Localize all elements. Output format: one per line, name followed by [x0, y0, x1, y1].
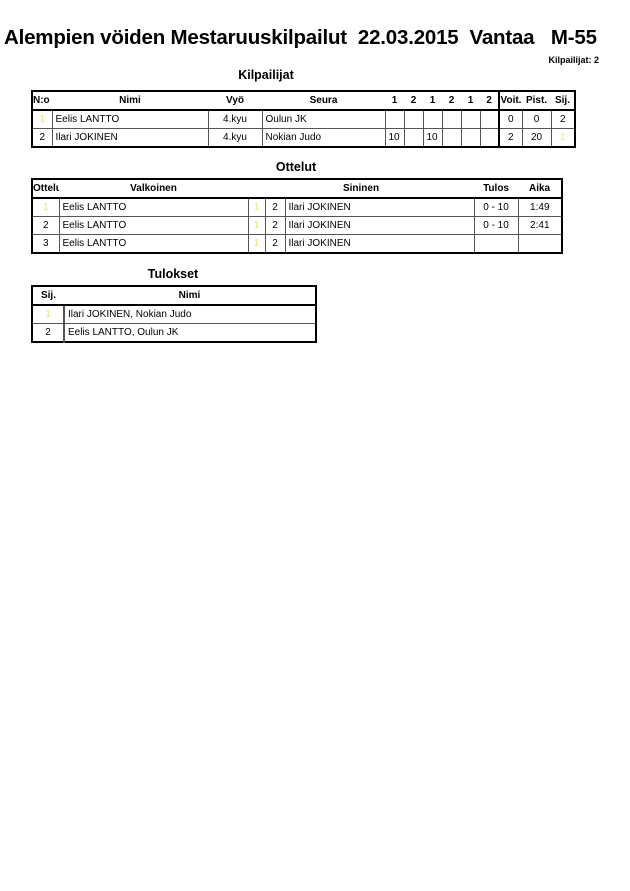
score — [441, 109, 462, 129]
rank: 1 — [550, 128, 576, 148]
competitor-name: Eelis LANTTO — [51, 109, 209, 129]
competitor-no: 1 — [31, 109, 53, 129]
table-header: Sij. Nimi — [32, 286, 316, 306]
match-no: 2 — [31, 216, 60, 235]
score — [422, 109, 443, 129]
score: 10 — [384, 128, 405, 148]
competitor-no: 2 — [31, 128, 53, 148]
col-name: Nimi — [64, 286, 316, 306]
score — [479, 109, 500, 129]
blue-no: 2 — [264, 216, 286, 235]
rank: 1 — [31, 304, 65, 324]
col-name: Nimi — [52, 91, 208, 111]
table-row: 2 Ilari JOKINEN 4.kyu Nokian Judo 10 10 … — [31, 128, 576, 148]
result: 0 - 10 — [473, 197, 519, 217]
score — [479, 128, 500, 148]
result: 0 - 10 — [473, 216, 519, 235]
blue-name: Ilari JOKINEN — [284, 234, 475, 254]
competitor-club: Nokian Judo — [261, 128, 386, 148]
match-no: 1 — [31, 197, 60, 217]
col-match: Ottelu — [32, 179, 59, 199]
score — [384, 109, 405, 129]
col-belt: Vyö — [208, 91, 262, 111]
col-result: Tulos — [474, 179, 519, 199]
white-name: Eelis LANTTO — [58, 234, 249, 254]
table-row: 2 Eelis LANTTO, Oulun JK — [31, 323, 317, 343]
competitor-club: Oulun JK — [261, 109, 386, 129]
rank: 2 — [31, 323, 65, 343]
col-blue: Sininen — [248, 179, 475, 199]
score — [403, 109, 424, 129]
col-white: Valkoinen — [59, 179, 248, 199]
blue-name: Ilari JOKINEN — [284, 197, 475, 217]
col-no: N:o — [32, 91, 52, 111]
table-row: 1 Eelis LANTTO 1 2 Ilari JOKINEN 0 - 10 … — [31, 197, 563, 217]
col-round: 2 — [442, 91, 461, 111]
score — [441, 128, 462, 148]
time — [517, 234, 563, 254]
results-heading: Tulokset — [147, 267, 199, 281]
time: 2:41 — [517, 216, 563, 235]
table-row: 1 Ilari JOKINEN, Nokian Judo — [31, 304, 317, 324]
points: 20 — [521, 128, 552, 148]
matches-heading: Ottelut — [275, 160, 317, 174]
match-no: 3 — [31, 234, 60, 254]
matches-table: Ottelu Valkoinen Sininen Tulos Aika 1 Ee… — [31, 178, 564, 254]
table-header: Ottelu Valkoinen Sininen Tulos Aika — [32, 179, 563, 199]
table-header: N:o Nimi Vyö Seura 1 2 1 2 1 2 Voit. Pis… — [32, 91, 575, 111]
white-no: 1 — [247, 234, 266, 254]
competitors-heading: Kilpailijat — [238, 68, 294, 82]
rank: 2 — [550, 109, 576, 129]
col-club: Seura — [262, 91, 385, 111]
score — [460, 128, 481, 148]
score — [403, 128, 424, 148]
competitor-belt: 4.kyu — [207, 109, 263, 129]
col-time: Aika — [518, 179, 563, 199]
blue-no: 2 — [264, 234, 286, 254]
col-round: 1 — [461, 91, 480, 111]
name: Eelis LANTTO, Oulun JK — [63, 323, 317, 343]
time: 1:49 — [517, 197, 563, 217]
blue-name: Ilari JOKINEN — [284, 216, 475, 235]
score: 10 — [422, 128, 443, 148]
table-row: 1 Eelis LANTTO 4.kyu Oulun JK 0 0 2 — [31, 109, 576, 129]
table-row: 3 Eelis LANTTO 1 2 Ilari JOKINEN — [31, 234, 563, 254]
points: 0 — [521, 109, 552, 129]
competitor-belt: 4.kyu — [207, 128, 263, 148]
result — [473, 234, 519, 254]
competitor-count: Kilpailijat: 2 — [548, 55, 599, 65]
competitor-name: Ilari JOKINEN — [51, 128, 209, 148]
col-round: 2 — [480, 91, 499, 111]
score — [460, 109, 481, 129]
col-round: 2 — [404, 91, 423, 111]
col-round: 1 — [423, 91, 442, 111]
wins: 0 — [498, 109, 523, 129]
blue-no: 2 — [264, 197, 286, 217]
white-name: Eelis LANTTO — [58, 197, 249, 217]
col-wins: Voit. — [498, 91, 522, 111]
white-no: 1 — [247, 216, 266, 235]
col-rank: Sij. — [32, 286, 64, 306]
white-name: Eelis LANTTO — [58, 216, 249, 235]
table-row: 2 Eelis LANTTO 1 2 Ilari JOKINEN 0 - 10 … — [31, 216, 563, 235]
col-round: 1 — [385, 91, 404, 111]
page-title: Alempien vöiden Mestaruuskilpailut 22.03… — [4, 26, 597, 49]
competitors-table: N:o Nimi Vyö Seura 1 2 1 2 1 2 Voit. Pis… — [31, 90, 576, 148]
results-table: Sij. Nimi 1 Ilari JOKINEN, Nokian Judo 2… — [31, 285, 317, 343]
name: Ilari JOKINEN, Nokian Judo — [63, 304, 317, 324]
col-points: Pist. — [522, 91, 551, 111]
white-no: 1 — [247, 197, 266, 217]
wins: 2 — [498, 128, 523, 148]
col-rank: Sij. — [551, 91, 575, 111]
